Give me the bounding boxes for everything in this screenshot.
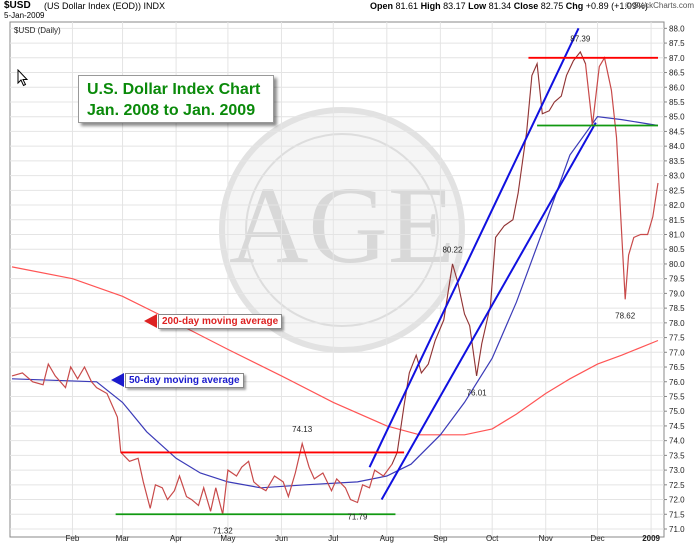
low-label: Low (468, 1, 487, 11)
y-tick-label: 84.5 (669, 127, 685, 136)
y-tick-label: 81.5 (669, 216, 685, 225)
y-tick-label: 82.0 (669, 201, 685, 210)
y-tick-label: 77.5 (669, 334, 685, 343)
x-tick-label: May (220, 534, 235, 543)
open-value: 81.61 (395, 1, 419, 11)
y-tick-label: 86.0 (669, 83, 685, 92)
y-tick-label: 77.0 (669, 348, 685, 357)
x-tick-label: Sep (433, 534, 448, 543)
ma50-line (11, 116, 659, 489)
watermark-seal: AGE (219, 107, 465, 353)
close-label: Close (513, 1, 539, 11)
credit: © StockCharts.com (624, 1, 694, 10)
point-label: 71.32 (213, 527, 234, 536)
chart-title-line2: Jan. 2008 to Jan. 2009 (87, 102, 256, 119)
y-tick-label: 80.0 (669, 260, 685, 269)
chart-subheader: 5-Jan-2009 (0, 11, 700, 22)
y-tick-label: 74.0 (669, 437, 685, 446)
x-tick-label: Jun (275, 534, 288, 543)
low-value: 81.34 (488, 1, 512, 11)
y-tick-label: 71.5 (669, 510, 685, 519)
y-tick-label: 81.0 (669, 231, 685, 240)
y-tick-label: 73.5 (669, 451, 685, 460)
x-tick-label: Apr (170, 534, 183, 543)
chart-date: 5-Jan-2009 (4, 11, 45, 20)
y-tick-label: 76.5 (669, 363, 685, 372)
ma50-arrow-icon (111, 373, 124, 387)
ohlc-readout: Open 81.61 High 83.17 Low 81.34 Close 82… (370, 1, 648, 11)
y-tick-label: 84.0 (669, 142, 685, 151)
y-tick-label: 86.5 (669, 69, 685, 78)
symbol: $USD (4, 0, 31, 11)
chart-title-line1: U.S. Dollar Index Chart (87, 81, 261, 98)
channel-line (368, 27, 580, 468)
x-tick-label: Jul (328, 534, 338, 543)
y-tick-label: 87.0 (669, 54, 685, 63)
svg-text:AGE: AGE (229, 164, 455, 286)
chart-header: $USD (US Dollar Index (EOD)) INDX Open 8… (0, 0, 700, 12)
y-tick-label: 76.0 (669, 378, 685, 387)
y-tick-label: 75.5 (669, 392, 685, 401)
close-value: 82.75 (540, 1, 564, 11)
symbol-description: (US Dollar Index (EOD)) INDX (44, 1, 166, 11)
point-label: 74.13 (292, 425, 313, 434)
y-tick-label: 78.0 (669, 319, 685, 328)
open-label: Open (370, 1, 394, 11)
point-label: 76.01 (467, 388, 488, 397)
ma50-label: 50-day moving average (125, 373, 244, 388)
y-tick-label: 73.0 (669, 466, 685, 475)
point-label: 78.62 (615, 312, 636, 321)
y-tick-label: 72.5 (669, 481, 685, 490)
y-tick-label: 80.5 (669, 245, 685, 254)
chart-title-box: U.S. Dollar Index Chart Jan. 2008 to Jan… (78, 75, 274, 123)
y-tick-label: 72.0 (669, 496, 685, 505)
high-value: 83.17 (443, 1, 466, 11)
y-tick-label: 85.5 (669, 98, 685, 107)
y-tick-label: 79.5 (669, 275, 685, 284)
point-label: 80.22 (442, 245, 463, 254)
x-tick-label: Oct (486, 534, 499, 543)
x-tick-label: 2009 (642, 534, 660, 543)
high-label: High (420, 1, 441, 11)
point-label: 71.79 (347, 513, 368, 522)
channel-line (380, 122, 597, 501)
ma200-arrow-icon (144, 314, 157, 328)
y-tick-label: 78.5 (669, 304, 685, 313)
y-tick-label: 83.5 (669, 157, 685, 166)
chg-label: Chg (565, 1, 584, 11)
y-tick-label: 71.0 (669, 525, 685, 534)
x-tick-label: Aug (380, 534, 394, 543)
x-tick-label: Nov (539, 534, 553, 543)
mouse-cursor-icon (17, 69, 29, 87)
y-tick-label: 85.0 (669, 113, 685, 122)
y-tick-label: 75.0 (669, 407, 685, 416)
y-tick-label: 82.5 (669, 186, 685, 195)
y-tick-label: 83.0 (669, 172, 685, 181)
point-label: 87.39 (570, 34, 591, 43)
x-tick-label: Mar (116, 534, 130, 543)
price-line-overlay (391, 51, 586, 465)
y-tick-label: 74.5 (669, 422, 685, 431)
y-tick-label: 79.0 (669, 289, 685, 298)
y-tick-label: 88.0 (669, 24, 685, 33)
panel-label: $USD (Daily) (14, 26, 61, 35)
ma200-label: 200-day moving average (158, 314, 283, 329)
x-tick-label: Feb (66, 534, 80, 543)
x-tick-label: Dec (590, 534, 604, 543)
chg-value: +0.89 (+1.09%) (585, 1, 648, 11)
y-tick-label: 87.5 (669, 39, 685, 48)
